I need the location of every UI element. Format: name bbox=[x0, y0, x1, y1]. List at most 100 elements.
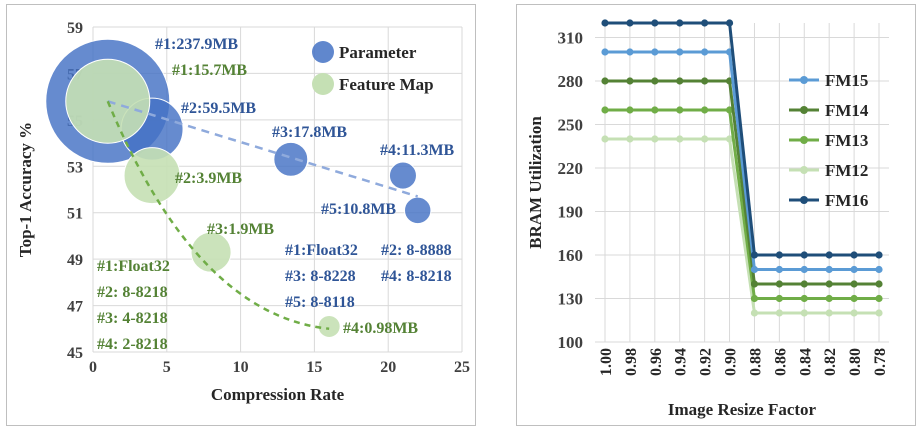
data-point-fm13 bbox=[725, 106, 734, 114]
data-point-fm15 bbox=[626, 48, 634, 56]
data-point-fm16 bbox=[850, 251, 858, 259]
x-tick-label: 0 bbox=[89, 359, 97, 376]
data-point-fm15 bbox=[850, 265, 858, 274]
series-line-fm13 bbox=[605, 108, 879, 300]
data-point-fm14 bbox=[825, 280, 833, 288]
y-tick-label: 100 bbox=[558, 333, 584, 352]
data-point-fm15 bbox=[651, 48, 659, 56]
y-tick-label: 220 bbox=[558, 159, 584, 178]
series-line-fm14 bbox=[605, 79, 879, 286]
bram-chart-panel: 100 130 160 190 220 250 280 310 1.00 0.98 0.96 0.94… bbox=[516, 4, 916, 426]
data-point-fm13 bbox=[701, 106, 709, 114]
data-point-fm15 bbox=[775, 265, 783, 274]
data-point-fm14 bbox=[850, 280, 858, 288]
parameter-config-label: #5: 8-8118 bbox=[285, 294, 355, 311]
data-point-fm16 bbox=[701, 19, 709, 27]
parameter-bubble bbox=[388, 161, 417, 190]
data-point-fm14 bbox=[775, 280, 783, 288]
data-point-fm15 bbox=[750, 265, 759, 274]
feature-map-data-label: #4:0.98MB bbox=[343, 320, 418, 337]
data-point-fm15 bbox=[875, 265, 883, 274]
data-point-fm16 bbox=[651, 19, 659, 27]
x-tick-label: 0.82 bbox=[822, 348, 839, 376]
feature-map-config-label: #4: 2-8218 bbox=[97, 336, 168, 353]
data-point-fm12 bbox=[825, 309, 833, 317]
feature-map-bubble bbox=[190, 231, 232, 273]
data-point-fm13 bbox=[601, 106, 609, 114]
data-point-fm12 bbox=[800, 309, 808, 317]
y-tick-label: 310 bbox=[558, 29, 584, 48]
y-tick-label: 53 bbox=[67, 159, 83, 176]
data-point-fm16 bbox=[750, 251, 759, 259]
feature-map-trendline bbox=[106, 100, 330, 331]
data-point-fm14 bbox=[701, 77, 709, 85]
series-line-fm15 bbox=[605, 50, 879, 271]
x-tick-label: 20 bbox=[380, 359, 396, 376]
x-tick-label: 0.78 bbox=[872, 348, 889, 376]
legend-marker-fm13 bbox=[800, 136, 808, 144]
y-tick-label: 280 bbox=[558, 72, 584, 91]
parameter-config-label: #4: 8-8218 bbox=[381, 268, 452, 285]
feature-map-data-label: #1:15.7MB bbox=[172, 62, 247, 79]
legend-marker-fm14 bbox=[800, 106, 808, 114]
y-tick-label: 160 bbox=[558, 246, 584, 265]
parameter-config-label: #2: 8-8888 bbox=[381, 242, 452, 259]
x-tick-label: 25 bbox=[454, 359, 470, 376]
parameter-data-label: #5:10.8MB bbox=[321, 201, 396, 218]
series-line-fm16 bbox=[605, 21, 879, 257]
legend-feature-map-marker bbox=[312, 73, 334, 95]
legend-label-fm15: FM15 bbox=[825, 71, 868, 90]
data-point-fm13 bbox=[750, 294, 759, 303]
data-point-fm12 bbox=[850, 309, 858, 317]
feature-map-bubble bbox=[123, 147, 181, 205]
y-tick-label: 130 bbox=[558, 290, 584, 309]
parameter-data-label: #1:237.9MB bbox=[155, 36, 238, 53]
data-point-fm12 bbox=[750, 309, 759, 317]
x-tick-label: 0.96 bbox=[648, 348, 665, 376]
legend-parameter-marker bbox=[312, 41, 334, 63]
legend-label-fm16: FM16 bbox=[825, 191, 868, 210]
x-tick-label: 5 bbox=[163, 359, 171, 376]
series-line-fm12 bbox=[605, 137, 879, 315]
data-point-fm12 bbox=[651, 135, 659, 143]
data-point-fm15 bbox=[601, 48, 609, 56]
data-point-fm14 bbox=[601, 77, 609, 85]
data-point-fm13 bbox=[875, 294, 883, 303]
data-point-fm14 bbox=[750, 280, 759, 288]
data-point-fm16 bbox=[601, 19, 609, 27]
legend-parameter-label: Parameter bbox=[339, 43, 417, 62]
parameter-trendline bbox=[107, 100, 419, 198]
x-tick-label: 0.86 bbox=[772, 348, 789, 376]
data-point-fm12 bbox=[676, 135, 684, 143]
x-tick-label: 0.98 bbox=[623, 348, 640, 376]
feature-map-data-label: #3:1.9MB bbox=[207, 221, 274, 238]
x-tick-label: 0.88 bbox=[747, 348, 764, 376]
legend-label-fm12: FM12 bbox=[825, 161, 868, 180]
x-tick-label: 0.80 bbox=[847, 348, 864, 376]
x-axis-title: Compression Rate bbox=[211, 385, 345, 404]
parameter-data-label: #4:11.3MB bbox=[380, 142, 455, 159]
legend-label-fm14: FM14 bbox=[825, 101, 869, 120]
feature-map-config-label: #2: 8-8218 bbox=[97, 284, 168, 301]
x-axis-title: Image Resize Factor bbox=[668, 400, 817, 419]
data-point-fm15 bbox=[676, 48, 684, 56]
parameter-bubble bbox=[404, 196, 432, 225]
x-tick-label: 0.90 bbox=[723, 348, 740, 376]
y-axis-title: BRAM Utilization bbox=[526, 116, 545, 249]
data-point-fm12 bbox=[601, 135, 609, 143]
feature-map-data-label: #2:3.9MB bbox=[175, 170, 242, 187]
feature-map-bubble bbox=[317, 314, 341, 338]
data-point-fm15 bbox=[701, 48, 709, 56]
y-tick-label: 250 bbox=[558, 116, 584, 135]
legend-marker-fm15 bbox=[800, 76, 808, 84]
x-tick-label: 10 bbox=[233, 359, 249, 376]
feature-map-config-label: #3: 4-8218 bbox=[97, 310, 168, 327]
x-tick-label: 0.94 bbox=[673, 348, 690, 376]
data-point-fm13 bbox=[800, 294, 808, 303]
data-point-fm13 bbox=[676, 106, 684, 114]
y-axis-title: Top-1 Accuracy % bbox=[16, 122, 35, 257]
legend-feature-map-label: Feature Map bbox=[339, 75, 434, 94]
data-point-fm16 bbox=[800, 251, 808, 259]
data-point-fm16 bbox=[775, 251, 783, 259]
data-point-fm12 bbox=[875, 309, 883, 317]
